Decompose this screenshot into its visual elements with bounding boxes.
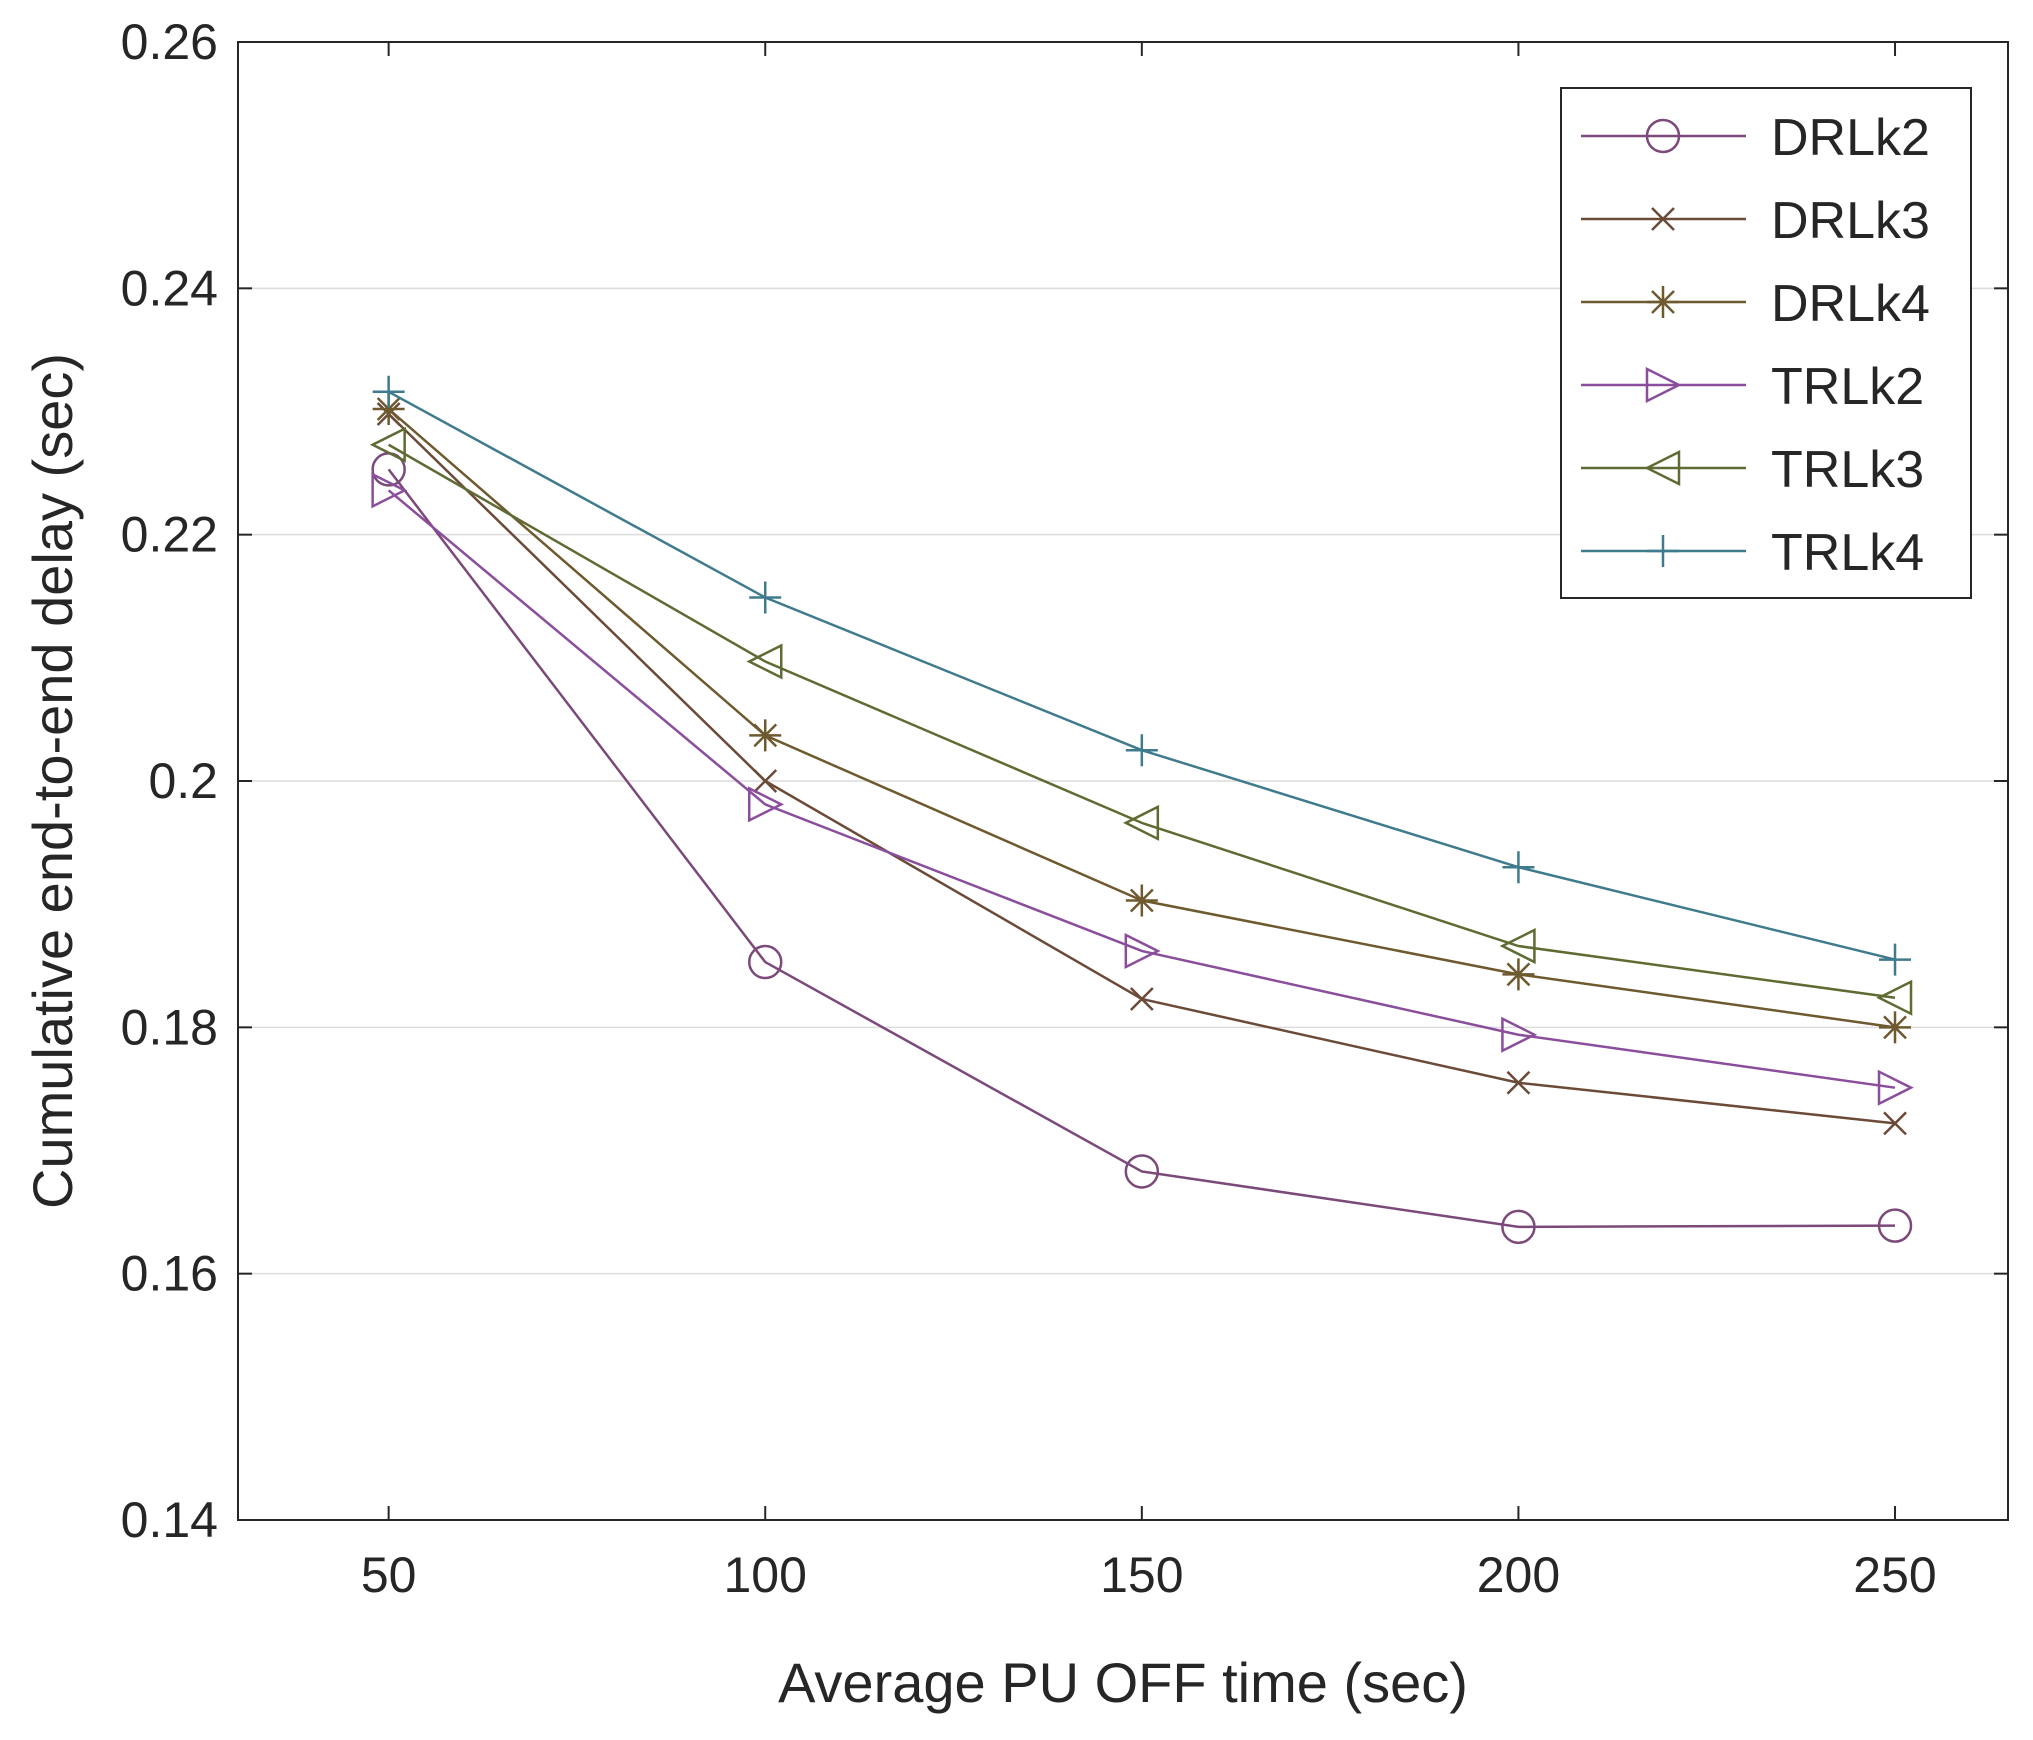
- legend-label: TRLk4: [1771, 524, 1924, 582]
- data-point-trlk2: [371, 472, 408, 509]
- data-point-drlk2: [747, 944, 783, 980]
- x-tick-label: 150: [1100, 1547, 1183, 1603]
- data-point-trlk2: [747, 786, 785, 823]
- data-point-trlk3: [1123, 804, 1160, 841]
- data-point-drlk2: [1124, 1154, 1160, 1189]
- data-point-trlk4: [372, 375, 405, 408]
- data-point-drlk4: [1502, 958, 1535, 991]
- series-line-drlk2: [387, 468, 1896, 1229]
- y-axis-title: Cumulative end-to-end delay (sec): [21, 353, 84, 1209]
- legend-item-trlk4: TRLk4: [1581, 524, 1924, 582]
- data-point-drlk3: [1883, 1111, 1907, 1136]
- y-tick-label: 0.2: [148, 753, 218, 809]
- legend-label: TRLk2: [1771, 358, 1924, 416]
- y-tick-label: 0.24: [121, 260, 218, 316]
- legend-label: TRLk3: [1771, 441, 1924, 499]
- legend-label: DRLk2: [1771, 109, 1930, 167]
- series-drlk4: [372, 393, 1912, 1044]
- series-trlk3: [369, 426, 1913, 1016]
- axis-ticks: 0.14 0.16 0.18 0.2 0.22 0.24 0.26 50 100 150 200 25…: [121, 14, 2008, 1603]
- data-point-drlk4: [1125, 884, 1158, 917]
- legend-marker: [1651, 207, 1675, 231]
- x-tick-label: 250: [1853, 1547, 1936, 1603]
- x-tick-label: 50: [361, 1547, 417, 1603]
- legend-item-trlk3: TRLk3: [1581, 441, 1924, 499]
- y-tick-label: 0.16: [121, 1246, 218, 1302]
- data-point-trlk4: [749, 581, 782, 614]
- y-tick-label: 0.22: [121, 507, 218, 563]
- data-point-trlk4: [1879, 943, 1912, 976]
- legend: DRLk2 DRLk3 DRLk4 TRLk2 TRLk3 TRLk4: [1560, 87, 1972, 599]
- data-point-trlk4: [1502, 851, 1535, 884]
- x-tick-label: 200: [1477, 1547, 1560, 1603]
- legend-label: DRLk4: [1771, 275, 1930, 333]
- legend-item-drlk3: DRLk3: [1581, 192, 1930, 250]
- series-trlk2: [371, 472, 1914, 1106]
- x-axis-title: Average PU OFF time (sec): [778, 1651, 1468, 1714]
- legend-item-trlk2: TRLk2: [1581, 358, 1924, 416]
- data-point-drlk4: [372, 393, 405, 426]
- legend-box: [1560, 87, 1972, 599]
- data-point-trlk2: [1877, 1069, 1914, 1106]
- data-point-trlk3: [369, 426, 406, 463]
- data-point-drlk3: [1506, 1070, 1531, 1095]
- data-point-trlk3: [1499, 928, 1536, 965]
- series-group: [369, 375, 1914, 1245]
- data-point-drlk3: [1129, 987, 1154, 1011]
- x-tick-label: 100: [724, 1547, 807, 1603]
- data-point-drlk3: [753, 769, 778, 793]
- legend-marker: [1647, 286, 1679, 318]
- legend-marker: [1645, 118, 1681, 154]
- y-tick-label: 0.26: [121, 14, 218, 70]
- data-point-drlk2: [1877, 1208, 1913, 1243]
- data-point-trlk2: [1124, 932, 1161, 969]
- data-point-drlk2: [1501, 1209, 1536, 1245]
- data-point-trlk3: [746, 643, 783, 680]
- data-point-trlk2: [1501, 1016, 1538, 1053]
- series-drlk3: [376, 402, 1907, 1136]
- legend-marker: [1647, 535, 1679, 567]
- legend-label: DRLk3: [1771, 192, 1930, 250]
- series-line-trlk3: [388, 443, 1896, 1000]
- legend-item-drlk2: DRLk2: [1581, 109, 1930, 167]
- data-point-trlk3: [1876, 979, 1913, 1016]
- data-point-drlk4: [749, 719, 782, 752]
- data-point-drlk4: [1879, 1011, 1912, 1044]
- data-point-trlk4: [1125, 734, 1158, 767]
- legend-marker: [1644, 449, 1681, 487]
- y-tick-label: 0.14: [121, 1492, 218, 1548]
- legend-item-drlk4: DRLk4: [1581, 275, 1930, 333]
- legend-marker: [1645, 366, 1682, 404]
- series-line-trlk2: [387, 489, 1896, 1089]
- y-tick-label: 0.18: [121, 999, 218, 1055]
- series-trlk4: [372, 375, 1912, 976]
